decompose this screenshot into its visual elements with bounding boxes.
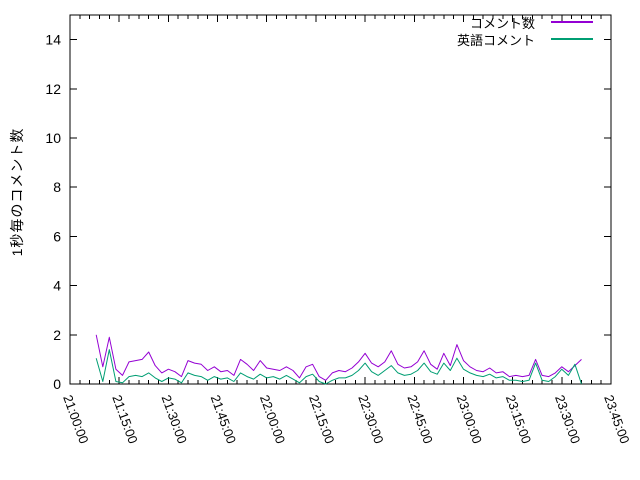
legend-label: 英語コメント	[456, 32, 535, 48]
y-tick-label: 2	[53, 327, 61, 343]
plot-border	[69, 14, 612, 385]
y-tick-label: 10	[45, 130, 61, 146]
y-tick-label: 12	[45, 81, 61, 97]
y-axis-title: 1秒毎のコメント数	[9, 127, 25, 257]
legend-entry: コメント数	[457, 15, 593, 31]
x-tick-label: 22:00:00	[257, 393, 288, 446]
legend-line-sample	[551, 38, 593, 40]
y-tick-label: 0	[53, 376, 61, 392]
x-tick-label: 23:45:00	[601, 393, 632, 446]
x-tick-label: 23:00:00	[454, 393, 485, 446]
legend-line-sample	[551, 21, 593, 23]
series-line-英語コメント	[95, 349, 582, 385]
x-tick-label: 23:30:00	[552, 393, 583, 446]
x-tick-label: 22:30:00	[355, 393, 386, 446]
legend: コメント数 英語コメント	[456, 15, 593, 48]
x-tick-label: 21:15:00	[109, 393, 140, 446]
y-tick-label: 14	[45, 32, 61, 48]
x-tick-label: 21:00:00	[60, 393, 91, 446]
legend-label: コメント数	[469, 15, 535, 31]
y-tick-label: 4	[53, 278, 61, 294]
x-tick-label: 23:15:00	[503, 393, 534, 446]
x-tick-label: 21:30:00	[159, 393, 190, 446]
x-tick-label: 22:15:00	[306, 393, 337, 446]
x-tick-label: 21:45:00	[208, 393, 239, 446]
x-tick-label: 22:45:00	[404, 393, 435, 446]
legend-entry: 英語コメント	[456, 32, 593, 48]
series-line-コメント数	[95, 334, 582, 381]
y-tick-label: 6	[53, 228, 61, 244]
y-tick-label: 8	[53, 179, 61, 195]
